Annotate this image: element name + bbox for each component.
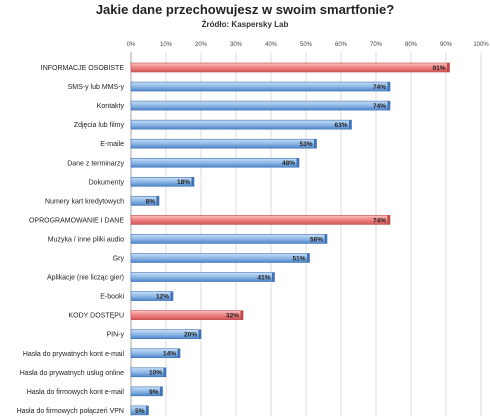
data-label: 8%: [146, 198, 156, 205]
category-label: Gry: [113, 256, 125, 263]
bar-end-cap: [387, 101, 390, 111]
category-label: E-booki: [100, 294, 124, 301]
category-label: Hasła do firmowych kont e-mail: [27, 389, 125, 396]
category-label: SMS-y lub MMS-y: [68, 84, 125, 91]
bar: [130, 62, 450, 73]
x-tick-label: 80%: [405, 42, 418, 48]
x-axis-ticks: 0% 10% 20% 30% 40% 50% 60% 70% 80% 90% 100%: [127, 42, 490, 48]
bar-end-cap: [447, 63, 450, 72]
bar-end-cap: [296, 158, 299, 168]
bar: [130, 157, 300, 168]
bar: [130, 215, 391, 225]
data-label: 14%: [163, 351, 176, 358]
category-label: KODY DOSTĘPU: [69, 313, 125, 320]
chart-subtitle: Źródło: Kaspersky Lab: [201, 20, 289, 29]
category-label: Zdjęcia lub filmy: [74, 122, 125, 129]
bar-end-cap: [387, 82, 390, 92]
data-label: 56%: [310, 236, 323, 243]
bar-end-cap: [191, 177, 194, 187]
bar-end-cap: [160, 386, 163, 396]
data-label: 41%: [257, 274, 270, 281]
bar: [130, 234, 328, 244]
x-tick-label: 100%: [473, 42, 489, 48]
bar-end-cap: [324, 234, 327, 244]
bar: [130, 100, 391, 111]
bar: [130, 81, 391, 92]
bar: [130, 119, 352, 130]
data-label: 74%: [373, 84, 386, 91]
data-label: 48%: [282, 160, 295, 167]
data-label: 74%: [373, 103, 386, 110]
category-label: Hasła do prywatnych usług online: [20, 370, 124, 377]
x-tick-label: 70%: [370, 42, 383, 48]
category-label: PIN-y: [107, 332, 125, 339]
category-label: INFORMACJE OSOBISTE: [41, 65, 125, 72]
data-label: 5%: [135, 408, 145, 415]
data-label: 51%: [292, 255, 305, 262]
bar-end-cap: [272, 272, 275, 282]
bar-end-cap: [146, 405, 149, 415]
category-label: Muzyka / inne pliki audio: [48, 236, 124, 243]
x-tick-label: 30%: [230, 42, 243, 48]
bar-end-cap: [177, 348, 180, 358]
data-label: 10%: [149, 370, 162, 377]
data-label: 53%: [299, 141, 312, 148]
bar: [130, 272, 275, 282]
data-label: 20%: [184, 332, 197, 339]
category-label: Hasła do firmowych połączeń VPN: [17, 408, 124, 415]
category-label: Kontakty: [97, 103, 125, 110]
x-tick-label: 10%: [160, 42, 173, 48]
bar-end-cap: [387, 215, 390, 225]
x-tick-label: 20%: [195, 42, 208, 48]
bar-end-cap: [198, 329, 201, 339]
x-tick-label: 0%: [127, 42, 136, 48]
bar-end-cap: [240, 310, 243, 320]
bar-end-cap: [156, 196, 159, 206]
x-tick-label: 90%: [440, 42, 453, 48]
category-label: Dane z terminarzy: [67, 160, 124, 167]
category-label: E-maile: [100, 141, 124, 148]
data-label: 91%: [432, 65, 445, 72]
data-label: 74%: [373, 217, 386, 224]
x-tick-label: 40%: [265, 42, 278, 48]
chart-title: Jakie dane przechowujesz w swoim smartfo…: [95, 2, 395, 17]
data-label: 32%: [226, 313, 239, 320]
bar-end-cap: [170, 291, 173, 301]
bar: [130, 253, 310, 263]
data-label: 63%: [334, 122, 347, 129]
category-label: OPROGRAMOWANIE I DANE: [29, 217, 124, 224]
bar-end-cap: [307, 253, 310, 263]
x-tick-label: 50%: [300, 42, 313, 48]
bar-end-cap: [314, 139, 317, 149]
category-labels: INFORMACJE OSOBISTE SMS-y lub MMS-y Kontak…: [17, 65, 125, 415]
category-label: Dokumenty: [89, 179, 125, 186]
bar-end-cap: [349, 120, 352, 130]
data-label: 9%: [149, 389, 159, 396]
data-label: 18%: [177, 179, 190, 186]
bar: [130, 138, 317, 149]
value-labels: 91% 74% 74% 63% 53% 48% 18% 8% 74% 56% 51% 41% 12% 32…: [135, 65, 446, 415]
category-label: Hasła do prywatnych kont e-mail: [23, 351, 125, 358]
x-tick-label: 60%: [335, 42, 348, 48]
bars: [130, 62, 450, 416]
category-label: Aplikacje (nie licząc gier): [47, 275, 124, 282]
data-label: 12%: [156, 294, 169, 301]
bar-end-cap: [163, 367, 166, 377]
category-label: Numery kart kredytowych: [45, 198, 124, 205]
